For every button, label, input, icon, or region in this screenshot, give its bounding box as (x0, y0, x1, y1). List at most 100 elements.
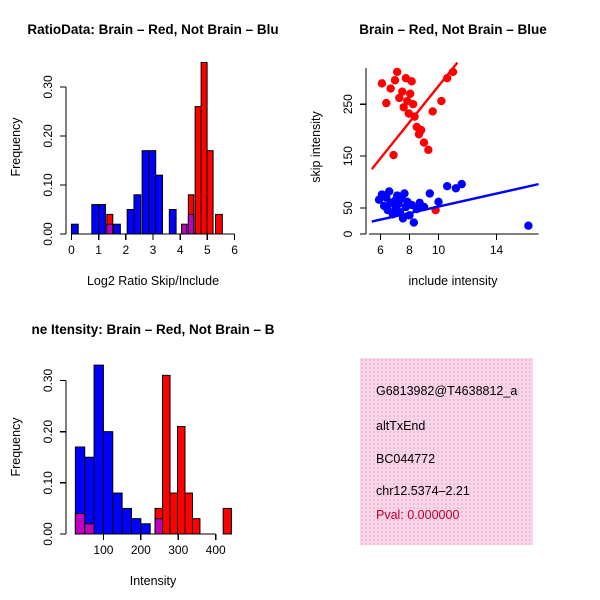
info-box: G6813982@T4638812_a altTxEnd BC044772 ch… (360, 358, 533, 545)
scatter-point-brain (443, 73, 452, 83)
hist-bar-blue (91, 204, 100, 235)
hist-bar-red (194, 106, 202, 235)
x-tick-label: 4 (177, 243, 184, 257)
hist-bar-blue (102, 431, 114, 535)
scatter-point-brain (406, 89, 415, 98)
scatter-point-not-brain (400, 189, 409, 198)
chart-title: RatioData: Brain – Red, Not Brain – Blu (27, 22, 278, 37)
y-axis-label: Frequency (9, 417, 23, 477)
chromosome-text: chr12.5374–2.21 (376, 484, 470, 498)
chart-title: Brain – Red, Not Brain – Blue (359, 22, 547, 37)
hist-bar-red (177, 426, 186, 535)
y-tick-label: 250 (341, 94, 355, 114)
y-tick-label: 0.20 (41, 420, 55, 444)
scatter-point-not-brain (443, 182, 452, 191)
y-tick-label: 0.10 (41, 471, 55, 495)
hist-log2-ratio-chart: 0 1 2 3 4 5 6 0.00 0.10 0.20 0.30 RatioData: Brain… (9, 22, 279, 288)
scatter-point-brain (410, 112, 419, 121)
scatter-point-brain (389, 150, 398, 160)
x-tick-label: 2 (122, 243, 129, 257)
hist-bar-blue (70, 223, 79, 235)
hist-bar-blue (126, 208, 135, 235)
hist-bar-blue (141, 150, 150, 235)
y-tick-label: 50 (341, 201, 355, 215)
accession-text: BC044772 (376, 452, 436, 466)
hist-gene-intensity-chart: 100 200 300 400 0.00 0.10 0.20 0.30 ne Itensity… (9, 322, 275, 588)
hist-bar-purple (181, 223, 188, 235)
scatter-point-brain (424, 145, 433, 155)
x-tick-label: 8 (406, 243, 413, 257)
x-tick-label: 400 (206, 543, 226, 557)
scatter-point-not-brain (457, 179, 466, 189)
plot-area: 6 8 10 14 0 50 150 250 (341, 61, 539, 257)
x-axis-label: Intensity (130, 574, 177, 588)
scatter-point-brain (399, 103, 408, 112)
hist-bar-blue (140, 523, 151, 535)
event-type-text: altTxEnd (376, 419, 426, 433)
hist-bar-blue (130, 518, 142, 535)
hist-bar-blue (155, 174, 164, 235)
hist-bar-blue (168, 208, 177, 235)
x-tick-label: 5 (204, 243, 211, 257)
scatter-point-brain (398, 87, 407, 96)
scatter-point-not-brain (405, 211, 414, 220)
hist-bar-blue (112, 492, 123, 535)
scatter-point-not-brain (398, 214, 408, 223)
hist-bar-red (162, 374, 171, 535)
scatter-point-brain (377, 79, 387, 88)
y-tick-label: 0.30 (41, 75, 55, 99)
y-tick-label: 0.00 (41, 222, 55, 246)
scatter-point-not-brain (451, 184, 461, 193)
hist-bar-blue (148, 150, 157, 235)
scatter-point-brain (416, 125, 426, 135)
scatter-point-brain (407, 77, 416, 86)
scatter-intensity-chart: 6 8 10 14 0 50 150 250 Brain – Red, Not Brain –… (309, 22, 547, 288)
hist-bar-red (200, 61, 208, 235)
scatter-point-brain (437, 96, 446, 106)
x-axis-label: Log2 Ratio Skip/Include (87, 274, 219, 288)
y-tick-label: 0.00 (41, 522, 55, 546)
scatter-point-not-brain (434, 197, 443, 206)
chart-title: ne Itensity: Brain – Red, Not Brain – B (31, 322, 274, 337)
hist-bar-purple (187, 213, 195, 235)
panel-hist-gene-intensity: 100 200 300 400 0.00 0.10 0.20 0.30 ne Itensity… (0, 300, 300, 600)
hist-bar-purple (84, 523, 95, 535)
scatter-point-not-brain (385, 187, 394, 196)
x-tick-label: 6 (231, 243, 238, 257)
hist-bar-blue (84, 456, 95, 535)
hist-bar-red (169, 492, 179, 535)
x-tick-label: 100 (93, 543, 113, 557)
panel-info: G6813982@T4638812_a altTxEnd BC044772 ch… (300, 300, 600, 600)
hist-bar-blue (133, 194, 142, 235)
x-tick-label: 0 (68, 243, 75, 257)
hist-bar-purple (74, 513, 86, 535)
scatter-point-not-brain (524, 221, 533, 230)
hist-bar-blue (113, 223, 121, 235)
plot-area: 100 200 300 400 0.00 0.10 0.20 0.30 (41, 364, 232, 557)
y-axis-label: Frequency (9, 117, 23, 177)
hist-bar-red (215, 213, 223, 235)
scatter-point-brain (408, 99, 418, 109)
x-tick-label: 300 (168, 543, 188, 557)
pval-text: Pval: 0.000000 (376, 508, 460, 522)
hist-bar-red (191, 518, 201, 535)
scatter-point-brain (390, 76, 400, 85)
x-axis-label: include intensity (409, 274, 499, 288)
y-tick-label: 0.10 (41, 173, 55, 197)
y-tick-label: 0.20 (41, 124, 55, 148)
panel-scatter-intensity: 6 8 10 14 0 50 150 250 Brain – Red, Not Brain –… (300, 0, 600, 300)
scatter-point-not-brain (425, 189, 434, 198)
scatter-point-brain (392, 67, 402, 77)
scatter-point-not-brain (412, 204, 421, 214)
y-axis-label: skip intensity (309, 110, 323, 182)
scatter-point-brain (448, 67, 458, 77)
hist-bar-red (222, 507, 232, 535)
probe-id-text: G6813982@T4638812_a (376, 384, 518, 398)
x-tick-label: 10 (432, 243, 446, 257)
x-tick-label: 3 (150, 243, 157, 257)
scatter-point-not-brain (395, 207, 405, 217)
x-tick-label: 14 (490, 243, 504, 257)
scatter-point-not-brain (388, 210, 398, 219)
scatter-point-brain (428, 107, 437, 116)
